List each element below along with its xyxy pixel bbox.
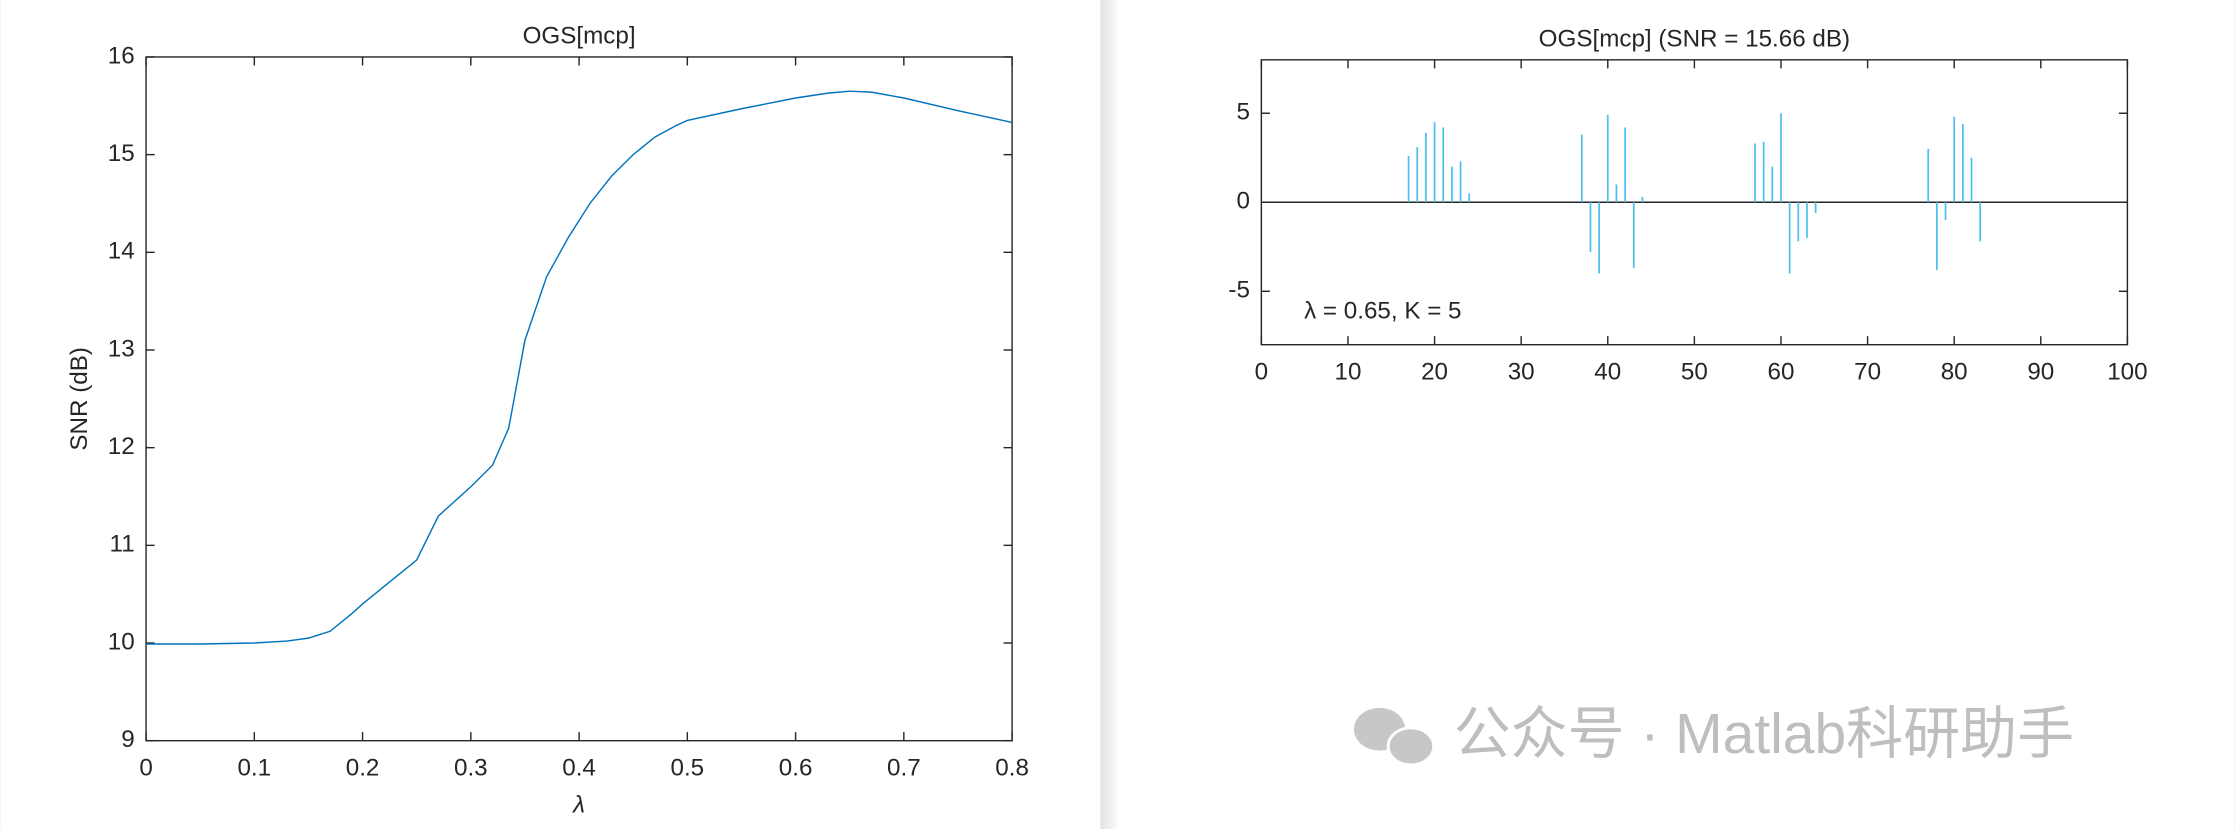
x-axis-label: λ <box>571 792 585 819</box>
y-tick-label: -5 <box>1228 277 1250 304</box>
y-tick-label: 0 <box>1237 188 1250 215</box>
watermark: 公众号 · Matlab科研助手 <box>1353 702 2074 767</box>
x-tick-label: 100 <box>2107 359 2147 386</box>
x-tick-label: 0.1 <box>237 755 271 782</box>
x-tick-label: 0.4 <box>562 755 596 782</box>
watermark-text: 公众号 · Matlab科研助手 <box>1454 702 2074 766</box>
x-tick-label: 0.7 <box>887 755 921 782</box>
y-tick-label: 5 <box>1237 99 1250 126</box>
x-tick-label: 0.2 <box>346 755 380 782</box>
x-tick-label: 0.8 <box>995 755 1029 782</box>
x-tick-label: 10 <box>1335 359 1362 386</box>
y-tick-label: 9 <box>121 726 134 753</box>
y-tick-label: 13 <box>108 335 135 362</box>
chart: OGS[mcp] 0 0.1 0.2 0.3 0.4 0.5 0.6 0.7 0.8 9 10 11 12… <box>66 22 1029 818</box>
x-tick-label: 50 <box>1681 359 1708 386</box>
annotation: λ = 0.65, K = 5 <box>1304 297 1461 324</box>
y-tick-label: 14 <box>108 238 135 265</box>
x-tick-label: 0.6 <box>779 755 813 782</box>
y-tick-label: 12 <box>108 433 135 460</box>
x-tick-label: 60 <box>1768 359 1795 386</box>
x-tick-label: 40 <box>1594 359 1621 386</box>
y-tick-label: 16 <box>108 42 135 69</box>
x-tick-label: 20 <box>1421 359 1448 386</box>
wechat-icon <box>1386 726 1436 767</box>
x-tick-label: 90 <box>2027 359 2054 386</box>
plot-area <box>145 56 1013 742</box>
panel-gap <box>1100 0 1118 829</box>
x-tick-label: 0.5 <box>671 755 705 782</box>
data-line <box>146 90 1013 645</box>
chart-title: OGS[mcp] (SNR = 15.66 dB) <box>1539 25 1850 52</box>
chart: OGS[mcp] (SNR = 15.66 dB)0 10 20 30 40 50 60 70… <box>1228 25 2147 385</box>
y-axis-label: SNR (dB) <box>66 347 93 451</box>
x-tick-label: 30 <box>1508 359 1535 386</box>
x-tick-label: 70 <box>1854 359 1881 386</box>
chart-title: OGS[mcp] <box>523 22 636 49</box>
x-tick-label: 0 <box>1255 359 1268 386</box>
x-tick-label: 80 <box>1941 359 1968 386</box>
x-tick-label: 0 <box>139 755 152 782</box>
x-tick-label: 0.3 <box>454 755 488 782</box>
y-tick-label: 15 <box>108 140 135 167</box>
y-tick-label: 11 <box>110 531 135 558</box>
y-tick-label: 10 <box>108 628 135 655</box>
